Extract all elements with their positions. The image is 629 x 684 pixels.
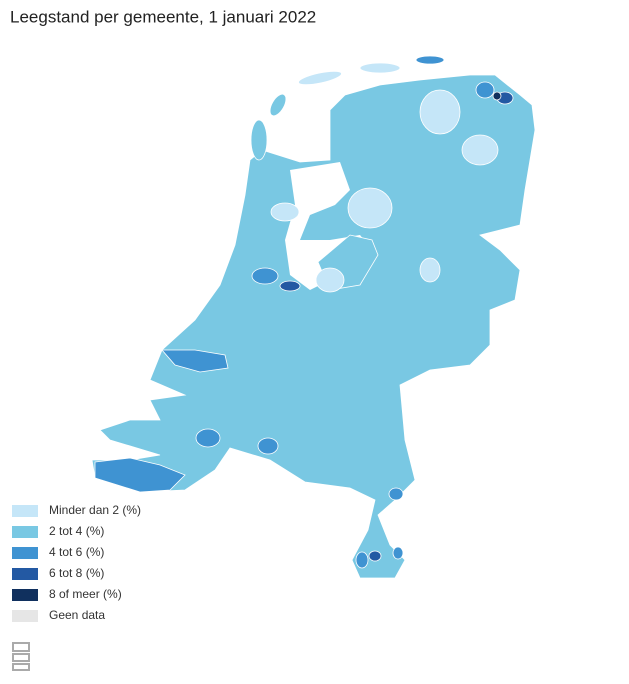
region xyxy=(91,74,536,579)
legend-label: Geen data xyxy=(49,608,105,622)
region xyxy=(355,551,369,569)
island xyxy=(359,62,401,74)
cbs-logo xyxy=(12,642,30,671)
region xyxy=(492,91,502,101)
region xyxy=(257,437,279,455)
region xyxy=(251,267,279,285)
region xyxy=(270,202,300,222)
region xyxy=(392,546,404,560)
legend-label: 4 tot 6 (%) xyxy=(49,545,104,559)
region xyxy=(368,550,382,562)
legend-swatch xyxy=(12,610,38,622)
legend-swatch xyxy=(12,505,38,517)
legend-swatch xyxy=(12,547,38,559)
legend-label: 6 tot 8 (%) xyxy=(49,566,104,580)
map xyxy=(91,55,536,579)
region xyxy=(161,349,229,373)
legend-label: Minder dan 2 (%) xyxy=(49,503,141,517)
legend-swatch xyxy=(12,589,38,601)
legend: Minder dan 2 (%) 2 tot 4 (%) 4 tot 6 (%) 6 … xyxy=(12,503,141,622)
region xyxy=(94,457,186,493)
region xyxy=(315,267,345,293)
legend-label: 2 tot 4 (%) xyxy=(49,524,104,538)
region xyxy=(461,134,499,166)
legend-swatch xyxy=(12,526,38,538)
region xyxy=(347,187,393,229)
island xyxy=(298,70,342,86)
region xyxy=(419,257,441,283)
title: Leegstand per gemeente, 1 januari 2022 xyxy=(10,7,316,26)
legend-swatch xyxy=(12,568,38,580)
region xyxy=(388,487,404,501)
island xyxy=(269,93,287,117)
region xyxy=(475,81,495,99)
region xyxy=(279,280,301,292)
region xyxy=(419,89,461,135)
island xyxy=(415,55,445,65)
legend-label: 8 of meer (%) xyxy=(49,587,122,601)
island xyxy=(250,119,268,161)
region xyxy=(195,428,221,448)
